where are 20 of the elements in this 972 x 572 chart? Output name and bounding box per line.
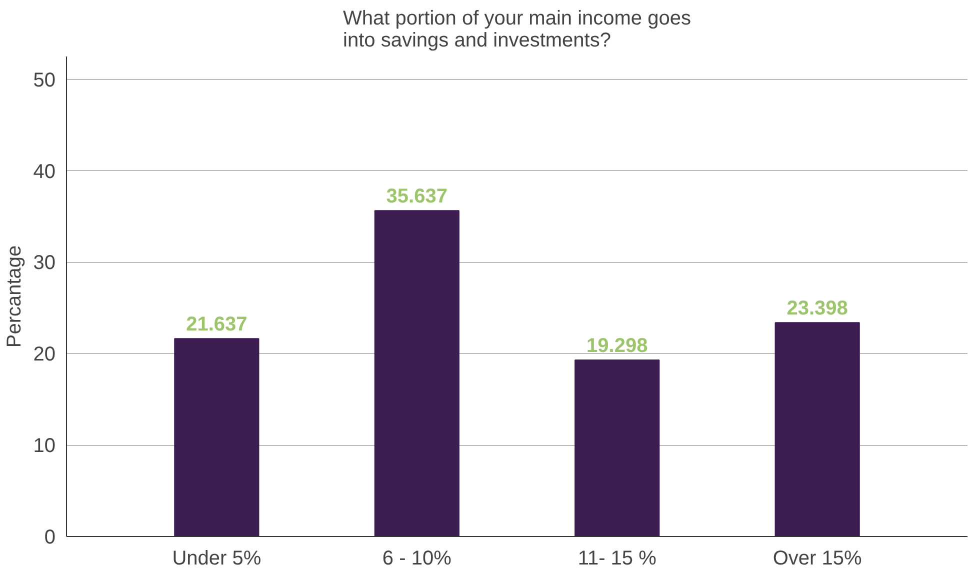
y-tick-label: 0: [44, 526, 56, 548]
y-tick-label: 10: [33, 435, 56, 458]
data-label: 23.398: [786, 298, 848, 320]
x-tick-label: Over 15%: [772, 548, 862, 570]
bar: [174, 338, 260, 536]
data-label: 21.637: [186, 314, 248, 336]
data-label: 19.298: [586, 335, 648, 358]
chart-title: What portion of your main income goes into savings and investments?: [343, 8, 691, 52]
x-tick-label: Under 5%: [172, 548, 262, 570]
bar: [574, 360, 660, 536]
y-tick-label: 50: [33, 69, 56, 92]
y-tick-label: 40: [33, 160, 56, 183]
y-axis-title: Percantage: [3, 245, 26, 348]
x-tick-label: 6 - 10%: [382, 548, 452, 570]
x-tick-label: 11- 15 %: [578, 548, 657, 570]
y-tick-label: 20: [33, 344, 56, 366]
data-label: 35.637: [386, 186, 448, 208]
y-tick-label: 30: [33, 252, 56, 274]
bar: [774, 322, 860, 536]
bar: [374, 210, 460, 536]
